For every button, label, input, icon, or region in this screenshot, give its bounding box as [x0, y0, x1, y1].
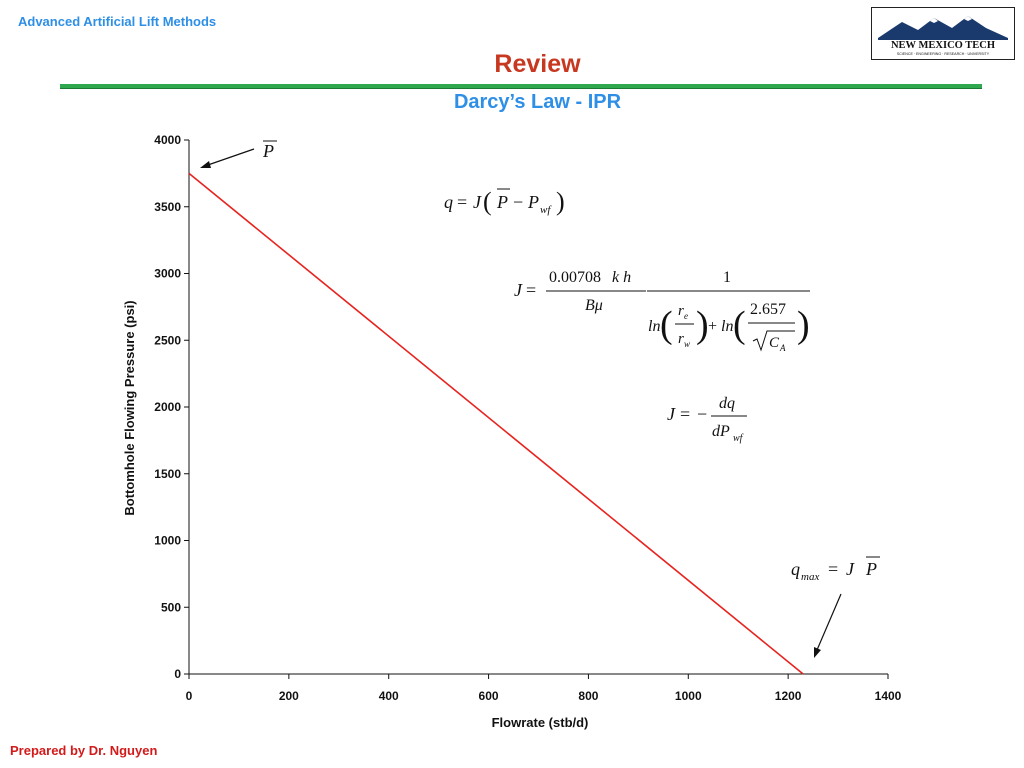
ipr-line	[188, 172, 804, 675]
svg-text:): )	[556, 187, 565, 216]
svg-text:2.657: 2.657	[750, 301, 786, 318]
qmax-annotation: q max = J P	[791, 556, 880, 658]
svg-text:=: =	[526, 280, 536, 300]
svg-text:wf: wf	[540, 204, 552, 216]
svg-text:P: P	[496, 192, 508, 212]
university-logo: NEW MEXICO TECH SCIENCE · ENGINEERING · …	[871, 7, 1015, 60]
svg-text:): )	[696, 304, 709, 346]
logo-subtext: SCIENCE · ENGINEERING · RESEARCH · UNIVE…	[897, 52, 990, 56]
svg-text:max: max	[801, 571, 819, 583]
x-tick-label: 1000	[675, 689, 702, 703]
x-tick-label: 1400	[875, 689, 902, 703]
title-divider	[60, 84, 982, 89]
course-title: Advanced Artificial Lift Methods	[18, 14, 217, 29]
svg-text:): )	[797, 304, 810, 346]
productivity-index-equation: J = 0.00708 k h Bμ 1 ln ( r e r w ) + ln…	[514, 269, 810, 353]
svg-text:P: P	[865, 559, 877, 579]
logo-text: NEW MEXICO TECH	[891, 40, 995, 51]
svg-text:=: =	[828, 559, 838, 579]
svg-text:−: −	[513, 192, 523, 212]
svg-text:dq: dq	[719, 395, 735, 412]
svg-text:J: J	[846, 559, 855, 579]
x-tick-label: 400	[379, 689, 399, 703]
svg-text:dP: dP	[712, 423, 730, 440]
svg-text:wf: wf	[733, 433, 744, 444]
darcy-equation: q = J ( P − P wf )	[444, 187, 565, 216]
svg-text:0.00708: 0.00708	[549, 269, 601, 286]
x-tick-label: 1200	[775, 689, 802, 703]
svg-text:Bμ: Bμ	[585, 297, 603, 314]
svg-text:r: r	[678, 303, 684, 319]
chart-axes	[188, 140, 888, 675]
svg-text:1: 1	[723, 269, 731, 286]
svg-text:=: =	[457, 192, 467, 212]
slide-title: Review	[494, 50, 581, 78]
svg-text:=: =	[680, 404, 690, 424]
derivative-equation: J = − dq dP wf	[667, 395, 747, 444]
svg-text:q: q	[444, 192, 453, 212]
svg-text:P: P	[527, 192, 539, 212]
x-axis-label: Flowrate (stb/d)	[492, 715, 589, 730]
y-axis-label: Bottomhole Flowing Pressure (psi)	[122, 300, 137, 515]
y-tick-label: 0	[174, 667, 181, 681]
svg-text:r: r	[678, 331, 684, 347]
svg-text:(: (	[660, 304, 673, 346]
footer-author: Prepared by Dr. Nguyen	[10, 743, 158, 758]
svg-text:C: C	[769, 335, 780, 351]
y-tick-label: 3000	[154, 267, 181, 281]
svg-text:ln: ln	[721, 318, 733, 335]
svg-text:J: J	[667, 404, 676, 424]
slide-subtitle: Darcy’s Law - IPR	[453, 91, 622, 113]
svg-text:k h: k h	[612, 269, 631, 286]
svg-text:−: −	[697, 404, 707, 424]
y-tick-label: 2000	[154, 400, 181, 414]
pbar-label: P	[262, 141, 274, 161]
x-tick-label: 800	[578, 689, 598, 703]
svg-text:ln: ln	[648, 318, 660, 335]
y-tick-label: 4000	[154, 133, 181, 147]
svg-text:A: A	[779, 343, 786, 353]
x-tick-label: 0	[186, 689, 193, 703]
svg-text:(: (	[483, 187, 492, 216]
y-tick-label: 1500	[154, 467, 181, 481]
svg-text:(: (	[733, 304, 746, 346]
svg-text:q: q	[791, 559, 800, 579]
svg-text:w: w	[684, 339, 690, 349]
y-tick-label: 2500	[154, 333, 181, 347]
y-tick-label: 3500	[154, 200, 181, 214]
y-tick-label: 1000	[154, 534, 181, 548]
x-tick-label: 600	[479, 689, 499, 703]
svg-text:e: e	[684, 311, 688, 321]
svg-text:J: J	[514, 280, 523, 300]
svg-text:J: J	[473, 192, 482, 212]
x-tick-label: 200	[279, 689, 299, 703]
pbar-annotation: P	[200, 140, 277, 168]
svg-text:+: +	[708, 318, 717, 335]
y-tick-label: 500	[161, 600, 181, 614]
